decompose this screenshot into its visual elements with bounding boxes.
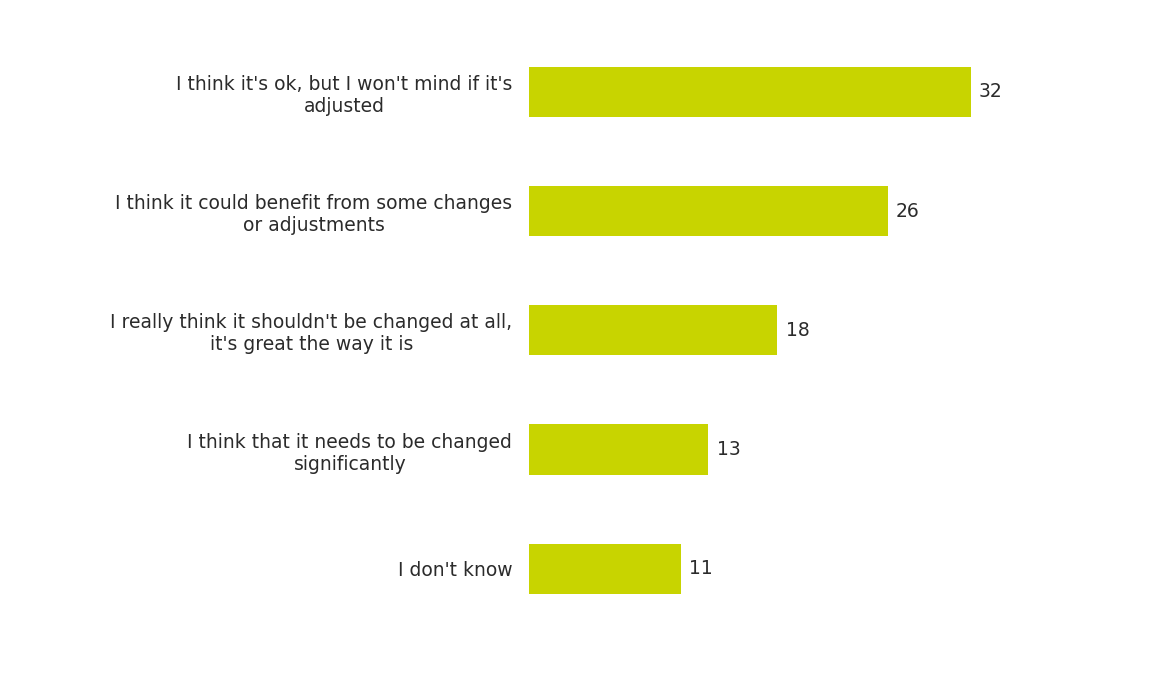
Bar <box>529 186 888 236</box>
Bar <box>529 425 708 474</box>
Text: 18: 18 <box>785 321 810 340</box>
Text: 32: 32 <box>979 82 1003 101</box>
Bar <box>529 544 681 594</box>
Text: 13: 13 <box>716 440 741 459</box>
Text: 26: 26 <box>896 202 920 220</box>
Text: 11: 11 <box>689 559 713 578</box>
Bar <box>529 67 971 117</box>
Bar <box>529 305 777 355</box>
